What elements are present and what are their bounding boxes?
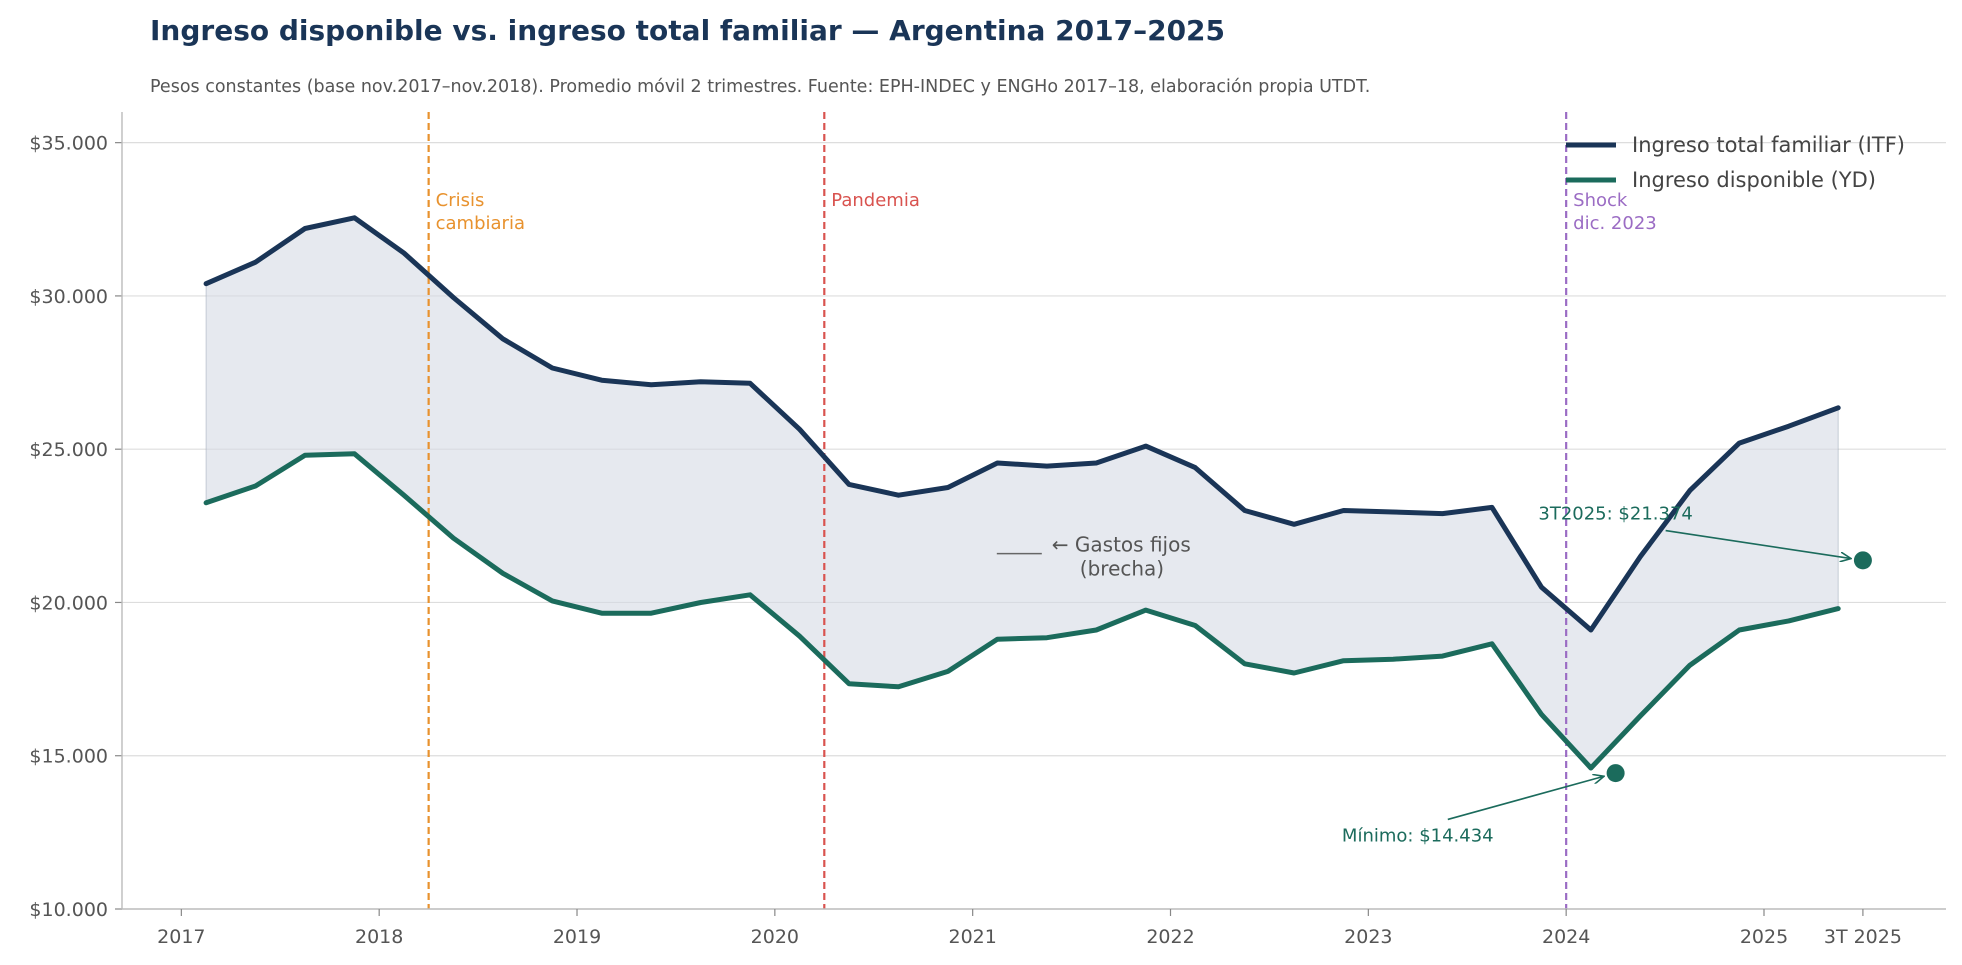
gap-area [205, 217, 1839, 769]
annotations: 3T2025: $21.374 Mínimo: $14.434 ← Gastos f… [996, 504, 1872, 846]
gap-label: (brecha) [1080, 557, 1164, 581]
annotation-arrow [1665, 529, 1851, 559]
event-label-shock: Shock [1573, 190, 1628, 211]
highlight-point [1853, 551, 1872, 570]
x-tick-label: 2023 [1344, 926, 1392, 948]
highlight-point [1606, 764, 1625, 783]
legend-label: Ingreso disponible (YD) [1632, 168, 1876, 192]
x-tick-label: 2020 [751, 926, 799, 948]
series-line-yd [203, 451, 1841, 771]
point-annotation: 3T2025: $21.374 [1538, 504, 1692, 525]
event-label-pandemia: Pandemia [831, 190, 920, 211]
x-tick-label: 2022 [1146, 926, 1194, 948]
chart-title: Ingreso disponible vs. ingreso total fam… [150, 14, 1225, 47]
x-tick-label: 2021 [948, 926, 996, 948]
y-tick-label: $20.000 [29, 592, 108, 614]
y-tick-label: $10.000 [29, 899, 108, 921]
event-label-crisis: cambiaria [436, 213, 525, 234]
gap-fill [205, 217, 1839, 769]
x-tick-label: 2024 [1542, 926, 1590, 948]
event-label-shock: dic. 2023 [1573, 213, 1657, 234]
event-label-crisis: Crisis [436, 190, 485, 211]
x-tick-label: 2025 [1740, 926, 1788, 948]
series-lines [203, 215, 1841, 771]
point-annotation: Mínimo: $14.434 [1342, 825, 1494, 846]
axes: $10.000 $15.000 $20.000 $25.000 $30.000 $35.0… [29, 112, 1946, 948]
gap-label: ← Gastos fijos [1052, 533, 1191, 557]
x-tick-label: 3T 2025 [1824, 926, 1902, 948]
legend-label: Ingreso total familiar (ITF) [1632, 133, 1905, 157]
y-tick-label: $25.000 [29, 439, 108, 461]
annotation-arrow [1447, 776, 1604, 821]
y-tick-label: $35.000 [29, 133, 108, 155]
legend: Ingreso total familiar (ITF) Ingreso disp… [1566, 133, 1905, 192]
series-line-itf [203, 215, 1841, 633]
y-tick-label: $30.000 [29, 286, 108, 308]
y-tick-label: $15.000 [29, 746, 108, 768]
x-tick-label: 2018 [355, 926, 403, 948]
x-tick-label: 2017 [157, 926, 205, 948]
chart-subtitle: Pesos constantes (base nov.2017–nov.2018… [150, 77, 1370, 97]
x-tick-label: 2019 [553, 926, 601, 948]
